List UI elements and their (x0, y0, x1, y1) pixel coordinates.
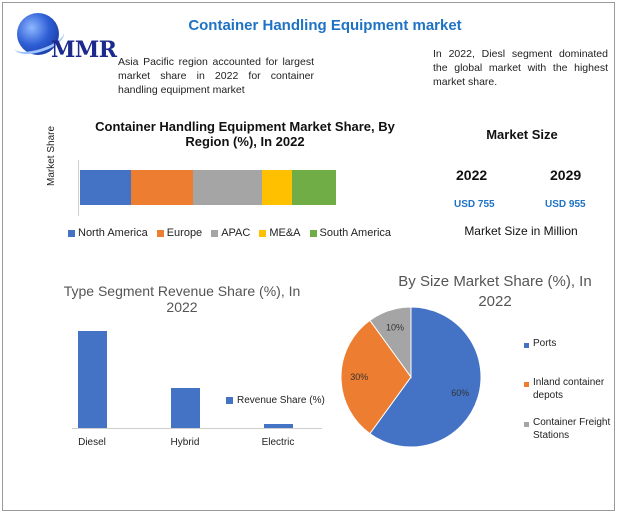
value-2022: USD 755 (454, 199, 495, 210)
globe-icon (17, 13, 59, 55)
legend-item-europe: Europe (156, 227, 203, 239)
type-cat-label-diesel: Diesel (78, 437, 106, 448)
legend-swatch-revenue-share (226, 397, 233, 404)
pie-legend-swatch-container-freight-stations (524, 421, 529, 427)
legend-swatch-europe (156, 229, 164, 237)
pie-legend-swatch-ports (524, 342, 529, 348)
type-chart-legend: Revenue Share (%) (226, 395, 325, 406)
pie-slice-container-freight-stations (369, 306, 412, 379)
pie-legend-item-inland-container-depots: Inland container depots (524, 376, 617, 402)
legend-swatch-meanda (259, 229, 267, 237)
region-chart-legend: North America Europe APAC ME&A South America (68, 227, 391, 239)
legend-item-south-america: South America (309, 227, 392, 239)
pie-slice-inland-container-depots (340, 319, 412, 435)
pie-label-container-freight-stations: 10% (386, 323, 404, 333)
pie-legend-swatch-inland-container-depots (524, 381, 529, 387)
legend-label-europe: Europe (166, 227, 203, 239)
pie-legend-item-container-freight-stations: Container Freight Stations (524, 416, 617, 442)
region-bar-apac (192, 170, 262, 205)
legend-swatch-apac (211, 229, 219, 237)
type-cat-label-electric: Electric (261, 437, 295, 448)
legend-label-meanda: ME&A (269, 227, 301, 239)
type-chart-x-axis (72, 428, 322, 429)
legend-item-apac: APAC (211, 227, 250, 239)
pie-legend-item-ports: Ports (524, 337, 617, 350)
pie-legend-label-ports: Ports (533, 338, 557, 349)
type-bar-diesel (77, 330, 107, 428)
legend-label-revenue-share: Revenue Share (%) (237, 395, 325, 406)
year-2022: 2022 (456, 167, 488, 183)
region-chart-ylabel: Market Share (46, 125, 57, 186)
size-pie-chart: 60% 30% 10% (340, 306, 482, 448)
market-size-title: Market Size (486, 127, 558, 142)
pie-legend-label-inland-container-depots: Inland container depots (533, 377, 605, 401)
pie-label-ports: 60% (451, 388, 469, 398)
size-chart-title: By Size Market Share (%), In 2022 (398, 273, 592, 310)
region-chart-y-axis (78, 160, 79, 216)
legend-item-north-america: North America (68, 227, 148, 239)
pie-slice-ports (369, 306, 482, 448)
type-chart-title: Type Segment Revenue Share (%), In 2022 (63, 283, 301, 315)
legend-label-north-america: North America (78, 227, 148, 239)
legend-item-meanda: ME&A (259, 227, 301, 239)
region-bar-europe (131, 170, 193, 205)
page-title: Container Handling Equipment market (188, 17, 462, 34)
year-2029: 2029 (550, 167, 582, 183)
type-bar-electric (263, 423, 293, 428)
pie-label-inland-container-depots: 30% (350, 372, 368, 382)
legend-label-south-america: South America (319, 227, 392, 239)
value-2029: USD 955 (545, 199, 586, 210)
market-size-caption: Market Size in Million (464, 224, 578, 238)
logo-text: MMR (51, 37, 117, 63)
type-bar-hybrid (170, 387, 200, 428)
region-chart-title: Container Handling Equipment Market Shar… (95, 119, 395, 149)
mmr-logo: MMR (10, 11, 117, 63)
region-bar-north-america (80, 170, 132, 205)
region-bar-meanda (261, 170, 293, 205)
legend-swatch-south-america (309, 229, 317, 237)
pie-legend-label-container-freight-stations: Container Freight Stations (533, 417, 611, 441)
region-bar-south-america (292, 170, 336, 205)
legend-label-apac: APAC (221, 227, 251, 239)
note-left: Asia Pacific region accounted for larges… (118, 56, 314, 96)
type-cat-label-hybrid: Hybrid (170, 437, 200, 448)
note-right: In 2022, Diesl segment dominated the glo… (433, 48, 608, 88)
legend-swatch-north-america (68, 229, 75, 237)
